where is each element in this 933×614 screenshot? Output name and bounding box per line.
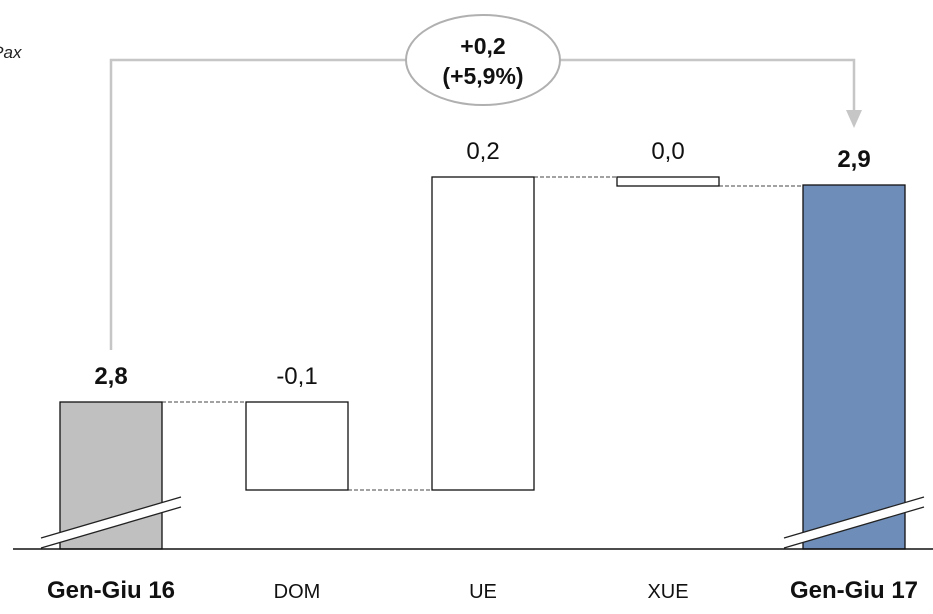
axis-break-line [783, 506, 925, 549]
category-label: UE [469, 581, 497, 603]
axis-break-line [40, 496, 182, 539]
value-label: 2,8 [94, 363, 127, 390]
category-label: DOM [274, 581, 321, 603]
total-change-value: +0,2 [460, 33, 505, 59]
bar-xue [616, 176, 720, 187]
total-change-ellipse [405, 14, 561, 106]
value-label: -0,1 [276, 363, 317, 390]
category-label: XUE [647, 581, 688, 603]
value-label: 0,2 [466, 138, 499, 165]
bar-ue [431, 176, 535, 491]
category-label: Gen-Giu 17 [790, 577, 918, 604]
axis-break-gap [41, 497, 181, 548]
axis-break-line [40, 506, 182, 549]
category-label: Gen-Giu 16 [47, 577, 175, 604]
bar-gen-giu-17 [802, 184, 906, 550]
value-labels: 2,8 -0,1 0,2 0,0 2,9 [94, 138, 870, 390]
axis-breaks [40, 496, 925, 549]
bar-dom [245, 401, 349, 491]
category-labels: Gen-Giu 16 DOM UE XUE Gen-Giu 17 [47, 577, 918, 604]
total-change-bubble: +0,2 (+5,9%) [405, 14, 561, 106]
total-change-percent: (+5,9%) [442, 63, 523, 89]
axis-break-gap [784, 497, 924, 548]
value-label: 0,0 [651, 138, 684, 165]
unit-label: €/Pax [0, 43, 22, 62]
bars [59, 176, 906, 550]
total-change-arrowhead [846, 110, 862, 128]
value-label: 2,9 [837, 146, 870, 173]
axis-break-line [783, 496, 925, 539]
connectors [162, 176, 803, 491]
